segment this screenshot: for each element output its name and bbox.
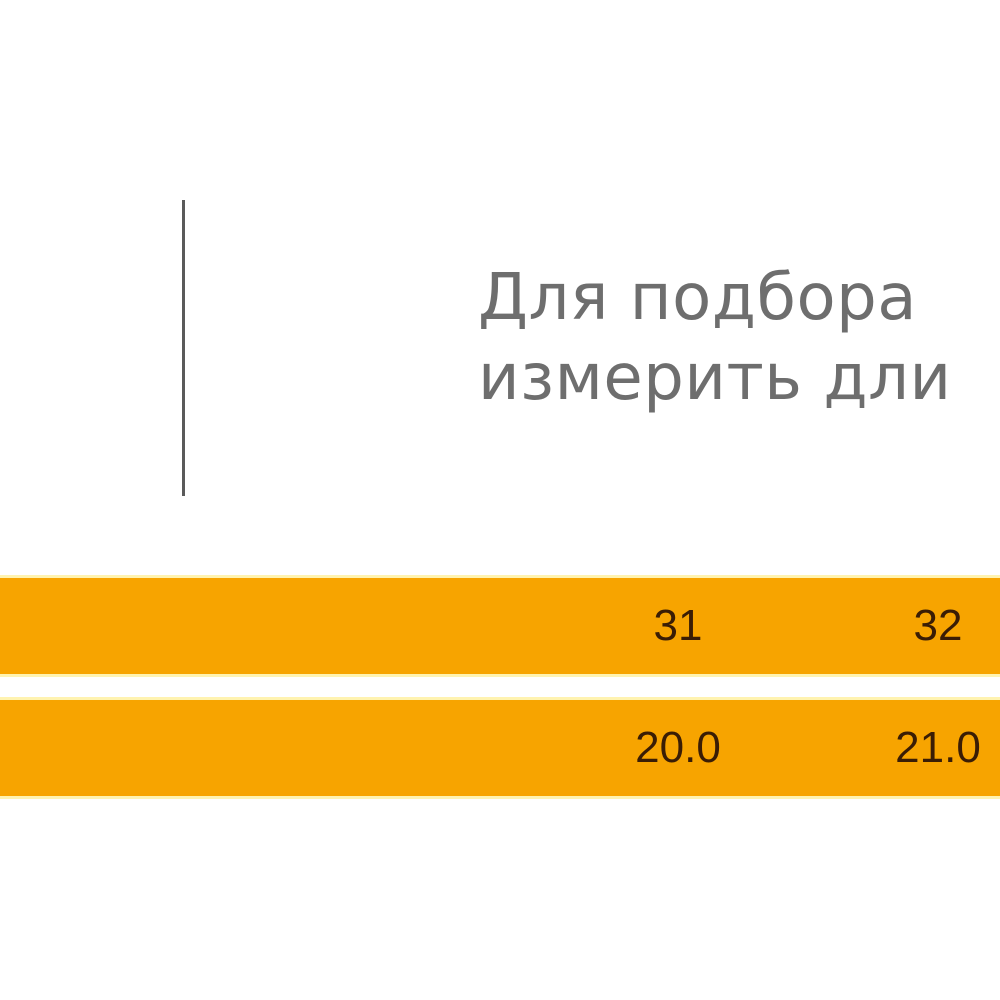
length-cell-20: 20.0 [635,723,721,772]
size-cell-31: 31 [653,601,703,650]
size-row: 31 32 [0,578,1000,674]
size-instruction-text: Для подбора измерить дли [478,258,1000,418]
instruction-line-1: Для подбора [478,261,917,335]
length-cell-21: 21.0 [895,723,981,772]
instruction-line-2: измерить дли [478,341,952,415]
foot-length-row: 20.0 21.0 [0,700,1000,796]
size-cell-32: 32 [913,601,963,650]
vertical-divider [182,200,185,496]
